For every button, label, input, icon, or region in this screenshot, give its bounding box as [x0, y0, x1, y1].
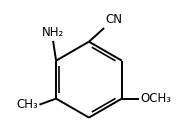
Text: OCH₃: OCH₃ — [140, 92, 171, 105]
Text: CN: CN — [106, 14, 123, 26]
Text: CH₃: CH₃ — [16, 98, 38, 111]
Text: NH₂: NH₂ — [42, 26, 64, 39]
